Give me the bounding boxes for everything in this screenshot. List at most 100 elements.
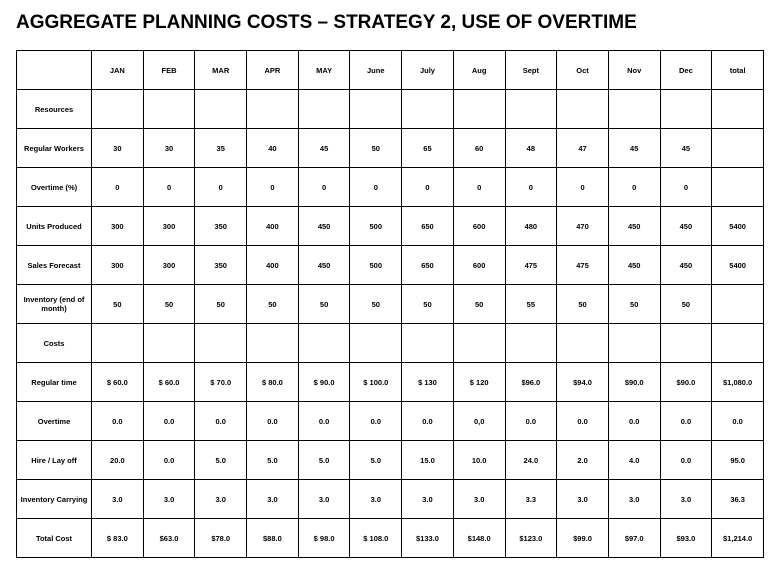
cell: 0.0: [143, 402, 195, 441]
cell: [660, 324, 712, 363]
cell: [350, 90, 402, 129]
cell: [402, 90, 454, 129]
row-label: Inventory (end of month): [17, 285, 92, 324]
cell: $ 100.0: [350, 363, 402, 402]
col-aug: Aug: [453, 51, 505, 90]
cell: $ 98.0: [298, 519, 350, 558]
cell: 50: [195, 285, 247, 324]
cell: 5.0: [247, 441, 299, 480]
cell: 50: [453, 285, 505, 324]
cell: 30: [92, 129, 144, 168]
header-row: JAN FEB MAR APR MAY June July Aug Sept O…: [17, 51, 764, 90]
cell: [143, 324, 195, 363]
cell: $1,214.0: [712, 519, 764, 558]
cell: 0: [402, 168, 454, 207]
cell: 0.0: [247, 402, 299, 441]
cell: [505, 90, 557, 129]
cell: [660, 90, 712, 129]
cell: 0.0: [557, 402, 609, 441]
cell: 0: [298, 168, 350, 207]
cell: 3.0: [195, 480, 247, 519]
cell: 500: [350, 246, 402, 285]
table-row: Costs: [17, 324, 764, 363]
cell: $90.0: [660, 363, 712, 402]
cell: [92, 90, 144, 129]
cell: 650: [402, 246, 454, 285]
cell: $ 60.0: [92, 363, 144, 402]
cell: 5.0: [298, 441, 350, 480]
cell: 0: [247, 168, 299, 207]
cell: 450: [298, 207, 350, 246]
cell: 0: [453, 168, 505, 207]
cell: 0.0: [712, 402, 764, 441]
cell: [92, 324, 144, 363]
cell: 50: [92, 285, 144, 324]
cell: 65: [402, 129, 454, 168]
col-nov: Nov: [608, 51, 660, 90]
cell: $88.0: [247, 519, 299, 558]
cell: 45: [660, 129, 712, 168]
cell: [557, 90, 609, 129]
cell: 20.0: [92, 441, 144, 480]
cell: 350: [195, 246, 247, 285]
cell: 47: [557, 129, 609, 168]
cell: 50: [402, 285, 454, 324]
cell: 300: [92, 246, 144, 285]
cell: 650: [402, 207, 454, 246]
cell: [195, 90, 247, 129]
cell: [557, 324, 609, 363]
row-label: Units Produced: [17, 207, 92, 246]
cell: 5400: [712, 207, 764, 246]
cell: [712, 129, 764, 168]
table-row: Hire / Lay off20.00.05.05.05.05.015.010.…: [17, 441, 764, 480]
col-june: June: [350, 51, 402, 90]
cell: 0.0: [660, 402, 712, 441]
cell: 450: [298, 246, 350, 285]
cell: [608, 90, 660, 129]
cell: $ 60.0: [143, 363, 195, 402]
cell: 45: [298, 129, 350, 168]
cell: $63.0: [143, 519, 195, 558]
cell: $93.0: [660, 519, 712, 558]
cell: 0,0: [453, 402, 505, 441]
col-mar: MAR: [195, 51, 247, 90]
cell: $96.0: [505, 363, 557, 402]
cell: 600: [453, 246, 505, 285]
cell: [712, 90, 764, 129]
cell: $123.0: [505, 519, 557, 558]
cell: $90.0: [608, 363, 660, 402]
cell: [298, 90, 350, 129]
cell: $97.0: [608, 519, 660, 558]
cell: [712, 324, 764, 363]
cell: [608, 324, 660, 363]
cell: 3.0: [247, 480, 299, 519]
cell: [712, 168, 764, 207]
cell: [195, 324, 247, 363]
cell: [298, 324, 350, 363]
cell: 600: [453, 207, 505, 246]
cell: $99.0: [557, 519, 609, 558]
cell: 350: [195, 207, 247, 246]
cell: $ 108.0: [350, 519, 402, 558]
table-row: Inventory (end of month)5050505050505050…: [17, 285, 764, 324]
cell: [453, 90, 505, 129]
cell: 3.0: [143, 480, 195, 519]
cell: 4.0: [608, 441, 660, 480]
cell: [505, 324, 557, 363]
cell: [402, 324, 454, 363]
cell: 5.0: [195, 441, 247, 480]
cell: $ 120: [453, 363, 505, 402]
table-row: Overtime (%)000000000000: [17, 168, 764, 207]
col-jan: JAN: [92, 51, 144, 90]
cell: 450: [608, 207, 660, 246]
cell: 45: [608, 129, 660, 168]
cell: 400: [247, 207, 299, 246]
cell: 3.0: [660, 480, 712, 519]
cell: 50: [298, 285, 350, 324]
row-label: Overtime: [17, 402, 92, 441]
col-blank: [17, 51, 92, 90]
col-total: total: [712, 51, 764, 90]
cell: 3.0: [608, 480, 660, 519]
cell: 475: [505, 246, 557, 285]
cell: 0: [350, 168, 402, 207]
